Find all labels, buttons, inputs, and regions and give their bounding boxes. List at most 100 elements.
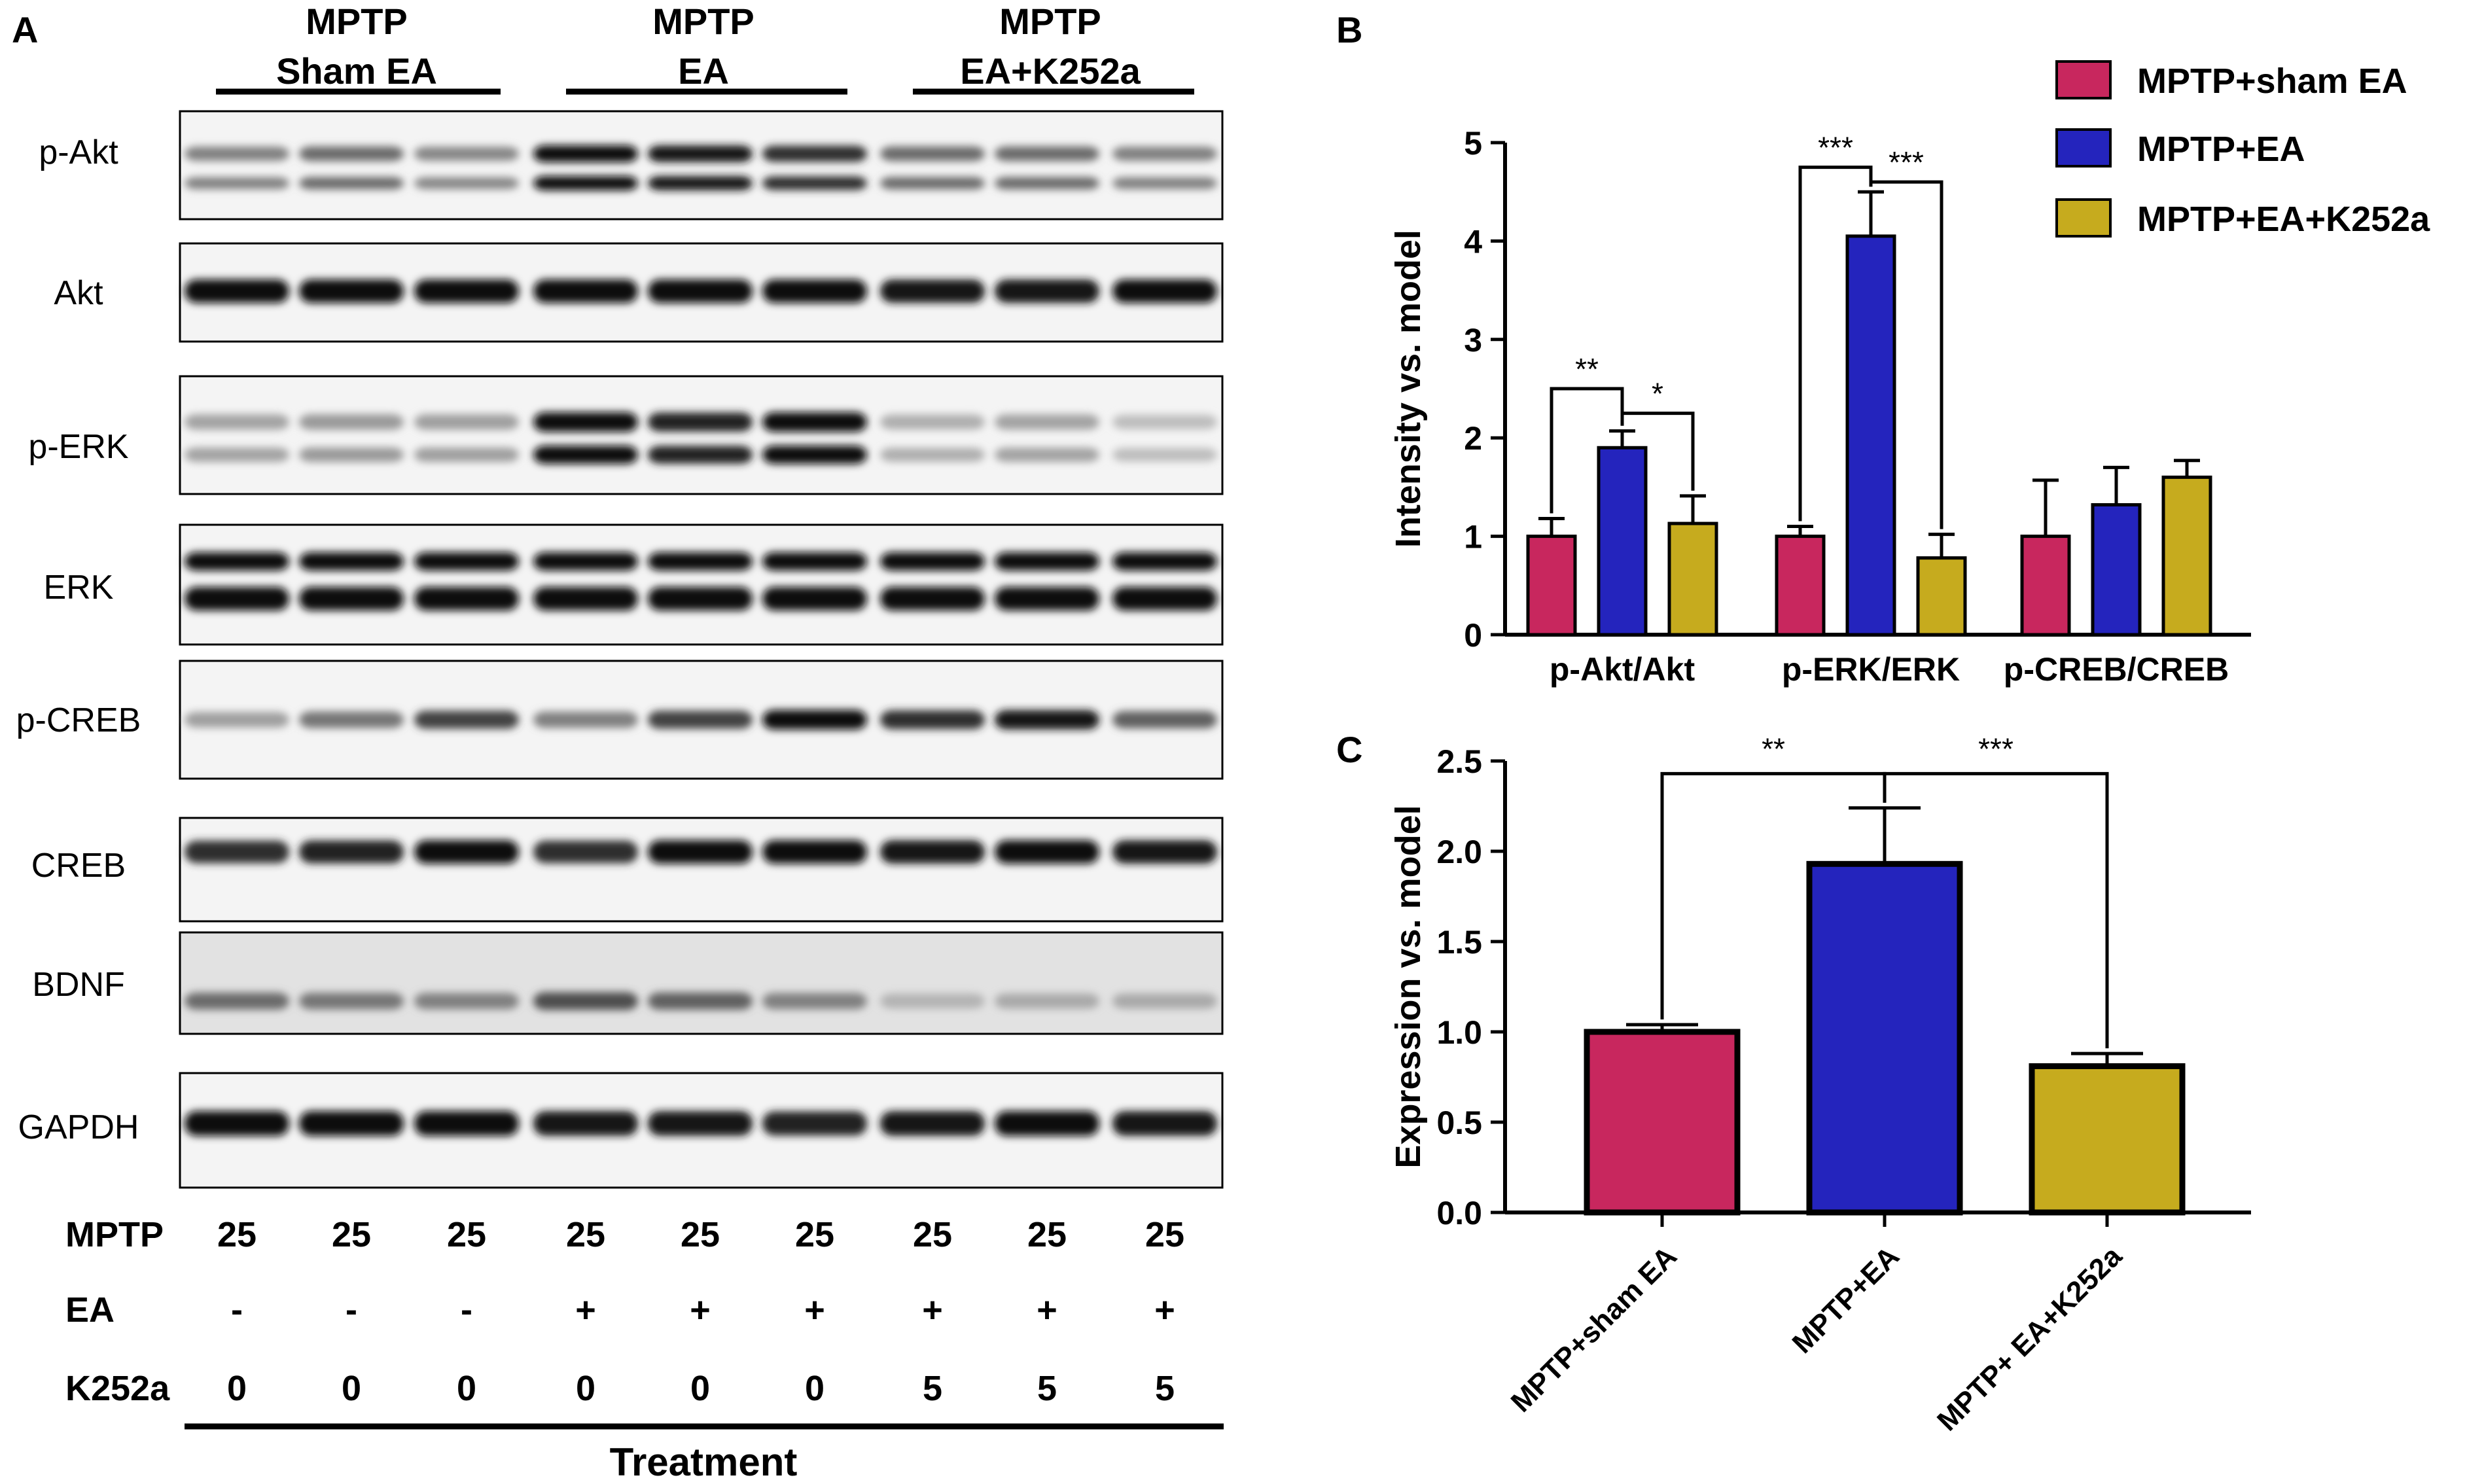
- y-axis-label: Intensity vs. model: [1389, 230, 1428, 548]
- blot-band: [762, 840, 867, 864]
- blot-band: [648, 587, 753, 610]
- bar-chart-b: B 0 1 2 3 4 5 Intensity vs. model p-Akt/Akt p-ERK…: [1336, 9, 2430, 688]
- blot-band: [648, 552, 753, 571]
- blot-band: [185, 712, 289, 728]
- blot-band: [185, 552, 289, 571]
- y-tick-label: 2: [1464, 420, 1482, 457]
- legend-swatch: [2055, 60, 2112, 99]
- y-tick-label: 1.5: [1436, 924, 1482, 961]
- treatment-value: 0: [342, 1369, 361, 1408]
- y-tick-label: 0.0: [1436, 1195, 1482, 1231]
- treatment-row-name: K252a: [65, 1369, 170, 1408]
- blot-band: [1112, 552, 1217, 571]
- blot-band: [880, 552, 985, 571]
- treatment-value: 25: [795, 1215, 834, 1254]
- treatment-value: 25: [566, 1215, 605, 1254]
- blot-band: [995, 146, 1099, 162]
- blot-band: [880, 587, 985, 610]
- blot-band: [185, 177, 289, 190]
- blot-band: [533, 279, 638, 303]
- y-tick-label: 2.5: [1436, 743, 1482, 780]
- group-label-line1: MPTP: [999, 1, 1101, 42]
- significance-bracket: [1550, 387, 1624, 514]
- blot-label: p-CREB: [16, 701, 141, 739]
- blot-frame: [179, 375, 1224, 495]
- treatment-value: -: [461, 1290, 472, 1330]
- blot-band: [648, 711, 753, 729]
- significance-bracket: [1798, 166, 1873, 521]
- blot-band: [299, 414, 404, 430]
- blot-band: [414, 552, 519, 571]
- blot-band: [880, 177, 985, 190]
- blot-band: [1112, 587, 1217, 610]
- legend-swatch: [2055, 198, 2112, 238]
- blot-band: [880, 279, 985, 303]
- bar: [1845, 234, 1896, 637]
- treatment-value: 25: [1027, 1215, 1067, 1254]
- treatment-value: 5: [1037, 1369, 1057, 1408]
- blot-band: [995, 993, 1099, 1009]
- blot-band: [414, 1111, 519, 1136]
- blot-bands: [185, 840, 1217, 864]
- treatment-value: -: [231, 1290, 243, 1330]
- blot-band: [880, 448, 985, 462]
- group-label-line1: MPTP: [306, 1, 408, 42]
- treatment-value: 0: [457, 1369, 476, 1408]
- bar: [1775, 535, 1826, 637]
- blot-frame: [179, 817, 1224, 923]
- blot-band: [1112, 448, 1217, 462]
- treatment-value: +: [1154, 1290, 1175, 1330]
- blot-band: [185, 587, 289, 610]
- group-label-line2: Sham EA: [276, 50, 437, 92]
- y-axis-label: Expression vs. model: [1389, 805, 1428, 1168]
- blot-band: [995, 279, 1099, 303]
- blot-band: [299, 840, 404, 864]
- blot-band: [762, 587, 867, 610]
- treatment-value: 25: [681, 1215, 720, 1254]
- blot-band: [995, 1111, 1099, 1136]
- blot-band: [185, 279, 289, 303]
- panel-letter-a: A: [12, 9, 38, 50]
- blot-bands: [185, 1111, 1217, 1136]
- treatment-value: 0: [576, 1369, 595, 1408]
- bar: [2091, 503, 2142, 637]
- bar: [2029, 1063, 2186, 1216]
- blot-band: [762, 710, 867, 730]
- blot-band: [762, 412, 867, 432]
- treatment-value: +: [804, 1290, 825, 1330]
- blot-bands: [185, 552, 1217, 610]
- blot-bands: [185, 412, 1217, 464]
- blot-frame: [179, 523, 1224, 646]
- blot-band: [414, 177, 519, 190]
- blot-label: BDNF: [32, 966, 125, 1004]
- treatment-value: 25: [217, 1215, 257, 1254]
- blot-band: [762, 993, 867, 1010]
- blot-band: [762, 279, 867, 303]
- blot-band: [533, 176, 638, 190]
- blot-band: [299, 993, 404, 1010]
- blot-label: ERK: [44, 569, 114, 607]
- blot-band: [1112, 414, 1217, 430]
- treatment-value: 25: [913, 1215, 952, 1254]
- blot-frame: [179, 931, 1224, 1035]
- blot-band: [299, 177, 404, 190]
- blot-band: [299, 279, 404, 303]
- blot-band: [533, 552, 638, 571]
- blot-band: [185, 448, 289, 462]
- blot-band: [185, 840, 289, 864]
- blot-band: [1112, 993, 1217, 1009]
- blot-band: [414, 447, 519, 463]
- treatment-value: +: [1037, 1290, 1057, 1330]
- y-tick-label: 1.0: [1436, 1014, 1482, 1051]
- bar: [2161, 475, 2212, 637]
- treatment-value: +: [690, 1290, 711, 1330]
- panel-letter-c: C: [1336, 729, 1362, 770]
- significance-label: ***: [1889, 145, 1924, 179]
- treatment-value: -: [346, 1290, 357, 1330]
- blot-band: [414, 993, 519, 1010]
- blot-band: [648, 1111, 753, 1136]
- y-tick-label: 2.0: [1436, 834, 1482, 870]
- bar: [1806, 860, 1963, 1216]
- blot-frame: [179, 110, 1224, 221]
- significance-label: **: [1575, 352, 1599, 386]
